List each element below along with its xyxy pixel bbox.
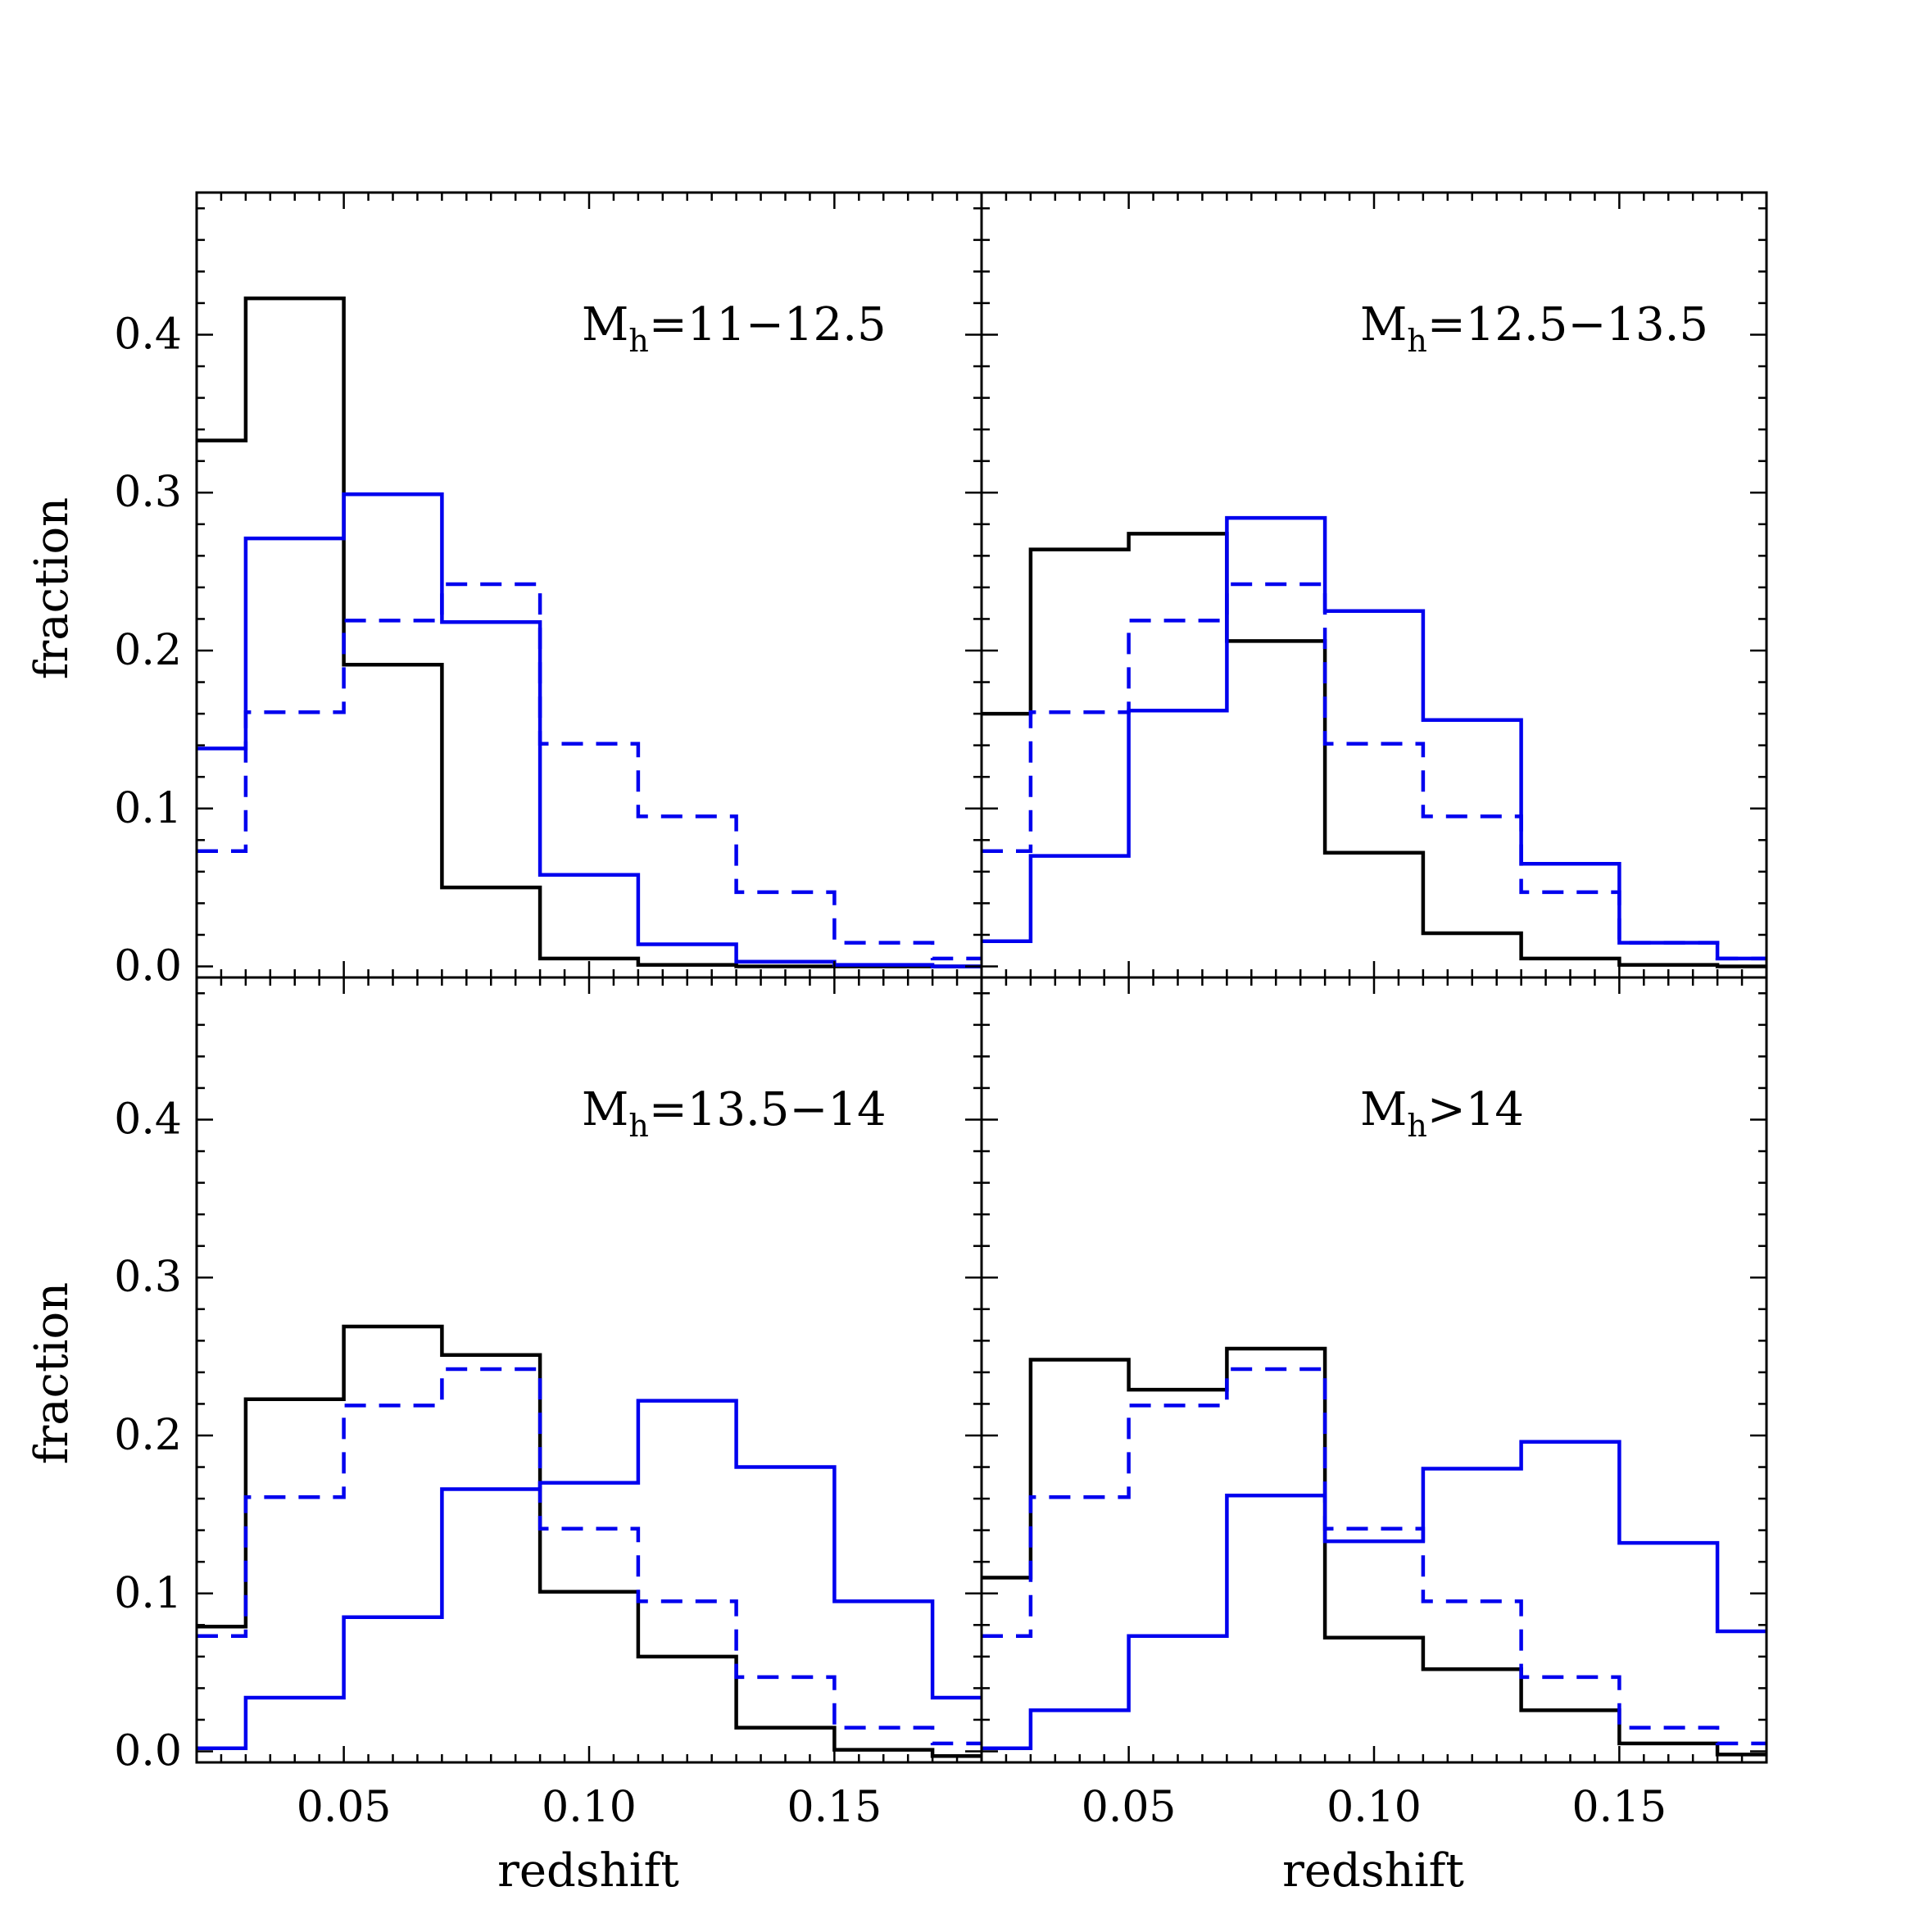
y-tick-label: 0.0	[114, 942, 182, 991]
x-tick-label: 0.05	[297, 1783, 392, 1832]
blue-solid-series	[197, 1399, 982, 1750]
x-tick-label: 0.15	[1571, 1783, 1667, 1832]
x-tick-label: 0.10	[542, 1783, 637, 1832]
panel-2: Mh=12.5−13.5	[980, 191, 1768, 979]
blue-dashed-series	[982, 582, 1766, 961]
x-tick-label: 0.15	[787, 1783, 882, 1832]
panel-label: Mh>14	[1360, 1083, 1524, 1144]
blue-dashed-series	[197, 1367, 982, 1746]
blue-dashed-series	[982, 1367, 1766, 1746]
y-tick-label: 0.1	[114, 784, 182, 833]
panels-group: 0.0 0.1 0.2 0.3 0.4 Mh=11−12.5 Mh=12.5−13.5 0.0…	[114, 191, 1768, 1832]
x-tick-label: 0.05	[1082, 1783, 1177, 1832]
y-axis-title-bottom: fraction	[25, 1282, 79, 1464]
y-axis-title-top: fraction	[25, 497, 79, 679]
x-axis-title-left: redshift	[497, 1844, 679, 1898]
panel-label: Mh=11−12.5	[582, 298, 887, 359]
black-solid-series	[197, 1324, 982, 1758]
y-tick-label: 0.1	[114, 1569, 182, 1618]
panel-4: 0.05 0.10 0.15 Mh>14	[980, 976, 1768, 1832]
black-solid-series	[197, 296, 982, 968]
panel-label: Mh=13.5−14	[582, 1083, 887, 1144]
x-axis-title-right: redshift	[1282, 1844, 1464, 1898]
black-solid-series	[982, 532, 1766, 968]
panel-3: 0.05 0.10 0.15 0.0 0.1 0.2 0.3 0.4 Mh=13.5−14	[114, 976, 983, 1832]
panel-label: Mh=12.5−13.5	[1360, 298, 1708, 359]
x-tick-label: 0.10	[1327, 1783, 1422, 1832]
blue-solid-series	[197, 492, 982, 968]
blue-dashed-series	[197, 582, 982, 961]
y-tick-label: 0.3	[114, 1253, 182, 1302]
outer-labels: redshift redshift fraction fraction	[25, 497, 1464, 1898]
y-tick-label: 0.3	[114, 468, 182, 517]
y-tick-label: 0.0	[114, 1727, 182, 1776]
y-tick-label: 0.2	[114, 1411, 182, 1460]
y-tick-label: 0.4	[114, 310, 182, 359]
black-solid-series	[982, 1346, 1766, 1757]
blue-solid-series	[982, 1440, 1766, 1750]
y-tick-label: 0.4	[114, 1095, 182, 1144]
y-tick-label: 0.2	[114, 626, 182, 675]
panel-1: 0.0 0.1 0.2 0.3 0.4 Mh=11−12.5	[114, 191, 983, 991]
